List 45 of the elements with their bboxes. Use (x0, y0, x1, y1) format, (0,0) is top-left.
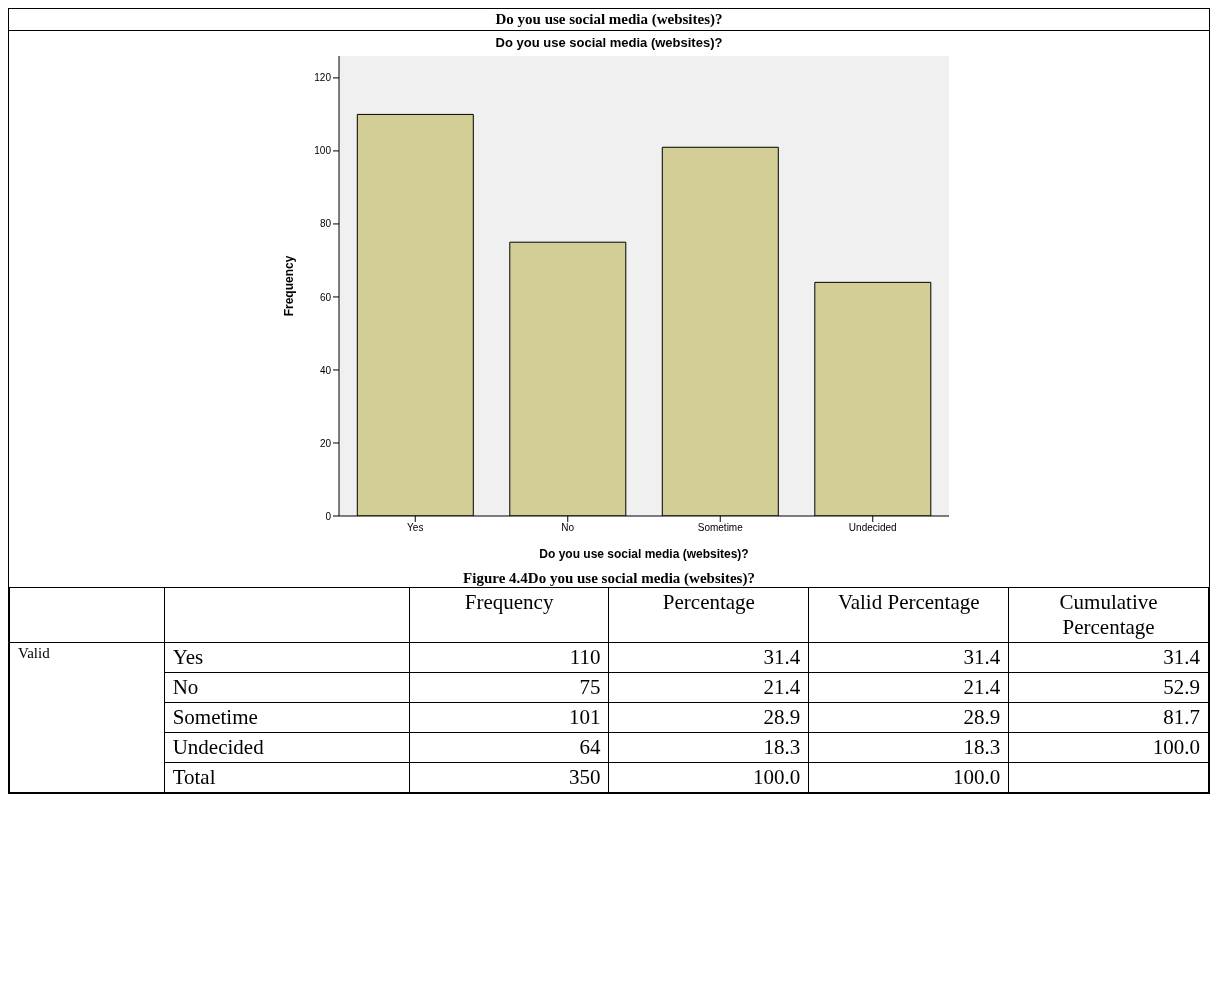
text: Valid Percentage (808, 587, 1009, 643)
data-label: 21.4 (608, 672, 809, 703)
x-axis-title: Do you use social media (websites)? (539, 547, 749, 561)
y-tick-label: 100 (314, 145, 332, 157)
category-label: Sometime (164, 702, 410, 733)
text: Valid (9, 642, 165, 793)
x-tick-label: No (561, 522, 575, 534)
text: Do you use social media (websites)? (9, 9, 1209, 31)
text: Percentage (608, 587, 809, 643)
text: Frequency (409, 587, 609, 643)
data-label: 31.4 (608, 642, 809, 673)
y-tick-label: 20 (319, 437, 332, 449)
y-axis-title: Frequency (282, 255, 297, 317)
data-label: 81.7 (1008, 702, 1209, 733)
data-label: 18.3 (808, 732, 1009, 763)
category-label: Total (164, 762, 410, 793)
data-label: 100.0 (608, 762, 809, 793)
category-label: No (164, 672, 410, 703)
data-label: 18.3 (608, 732, 809, 763)
chart-title: Do you use social media (websites)? (494, 34, 724, 50)
data-label: 110 (409, 642, 609, 673)
data-label: 28.9 (608, 702, 809, 733)
x-tick-label: Yes (407, 522, 424, 534)
data-label: 350 (409, 762, 609, 793)
y-tick-label: 0 (325, 510, 332, 522)
x-tick-label: Undecided (848, 522, 897, 534)
data-label: 100.0 (808, 762, 1009, 793)
x-tick-label: Sometime (697, 522, 744, 534)
text: Cumulative Percentage (1008, 587, 1209, 643)
y-tick-label: 80 (319, 218, 332, 230)
y-tick-label: 60 (319, 291, 332, 303)
y-tick-label: 40 (319, 364, 332, 376)
y-tick-label: 120 (314, 72, 332, 84)
data-label: 100.0 (1008, 732, 1209, 763)
caption: Figure 4.4Do you use social media (websites)? (462, 570, 756, 587)
data-label: 101 (409, 702, 609, 733)
data-label: 64 (409, 732, 609, 763)
data-label: 31.4 (808, 642, 1009, 673)
data-label: 31.4 (1008, 642, 1209, 673)
category-label: Undecided (164, 732, 410, 763)
data-label: 28.9 (808, 702, 1009, 733)
category-label: Yes (164, 642, 410, 673)
data-label: 21.4 (808, 672, 1009, 703)
data-label: 75 (409, 672, 609, 703)
data-label: 52.9 (1008, 672, 1209, 703)
